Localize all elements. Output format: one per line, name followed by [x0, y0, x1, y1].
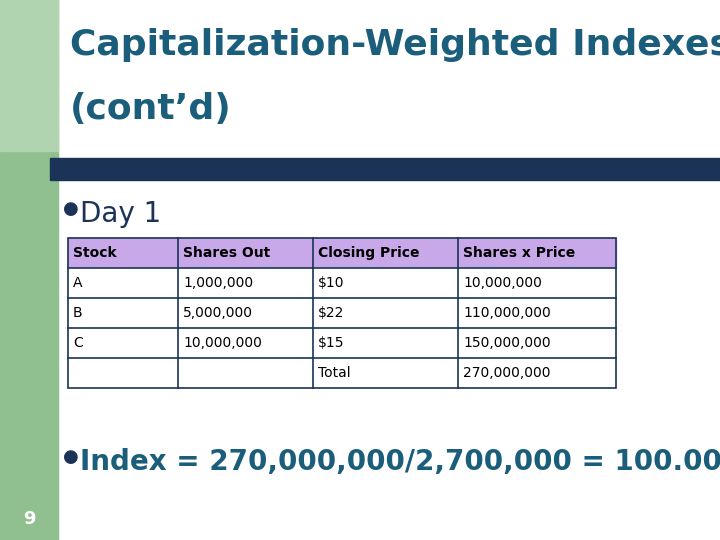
Text: ●: ● — [63, 448, 78, 466]
Text: 9: 9 — [23, 510, 35, 528]
Bar — [0, 0, 58, 151]
Bar — [68, 268, 616, 298]
Text: Day 1: Day 1 — [80, 200, 161, 228]
Bar — [68, 298, 616, 328]
Text: 1,000,000: 1,000,000 — [183, 276, 253, 290]
Text: Closing Price: Closing Price — [318, 246, 420, 260]
Text: Total: Total — [318, 366, 351, 380]
Bar — [68, 238, 616, 388]
Text: $22: $22 — [318, 306, 344, 320]
Bar — [68, 358, 616, 388]
Bar — [68, 238, 616, 268]
Text: Stock: Stock — [73, 246, 117, 260]
Text: C: C — [73, 336, 83, 350]
Text: $15: $15 — [318, 336, 344, 350]
Bar — [0, 0, 58, 540]
Text: Capitalization-Weighted Indexes: Capitalization-Weighted Indexes — [70, 28, 720, 62]
Text: 5,000,000: 5,000,000 — [183, 306, 253, 320]
Text: Index = 270,000,000/2,700,000 = 100.00: Index = 270,000,000/2,700,000 = 100.00 — [80, 448, 720, 476]
Text: 150,000,000: 150,000,000 — [463, 336, 551, 350]
Text: $10: $10 — [318, 276, 344, 290]
Text: (cont’d): (cont’d) — [70, 92, 232, 126]
Bar — [68, 328, 616, 358]
Bar — [50, 158, 720, 180]
Text: B: B — [73, 306, 83, 320]
Text: A: A — [73, 276, 83, 290]
Text: Shares Out: Shares Out — [183, 246, 270, 260]
Text: ●: ● — [63, 200, 78, 218]
Text: 110,000,000: 110,000,000 — [463, 306, 551, 320]
Text: 270,000,000: 270,000,000 — [463, 366, 551, 380]
Text: Shares x Price: Shares x Price — [463, 246, 575, 260]
Text: 10,000,000: 10,000,000 — [463, 276, 542, 290]
Text: 10,000,000: 10,000,000 — [183, 336, 262, 350]
